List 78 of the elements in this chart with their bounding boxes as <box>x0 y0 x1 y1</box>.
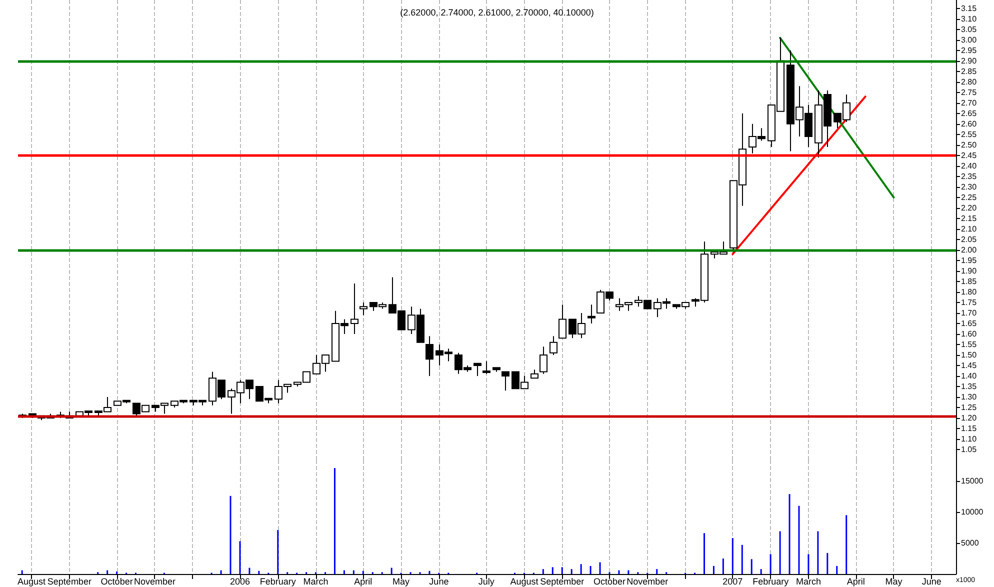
y-tick-label: 2.70 <box>961 98 978 108</box>
y-tick-label: 1.20 <box>961 413 978 422</box>
candlestick <box>588 304 596 324</box>
candlestick <box>426 336 434 376</box>
y-tick-label: 2.85 <box>961 66 978 76</box>
y-tick-label: 1.15 <box>961 424 978 433</box>
y-tick-label: 5000 <box>961 538 980 548</box>
candlestick <box>558 304 566 339</box>
candlestick <box>482 360 490 374</box>
x-tick-label: July <box>478 576 495 586</box>
y-tick-label: 1.45 <box>961 360 978 370</box>
y-tick-label: 1.70 <box>961 308 978 318</box>
y-tick-label: 1.85 <box>961 276 978 286</box>
candlestick <box>540 346 548 374</box>
text: (2.62000, 2.74000, 2.61000, 2.70000, 40.10000) <box>400 8 594 18</box>
y-tick-label: 1.75 <box>961 298 978 307</box>
x-tick-label: September <box>540 576 584 586</box>
y-tick-label: 1.30 <box>961 392 978 402</box>
y-tick-label: 2.15 <box>961 214 978 223</box>
y-tick-label: 1.25 <box>961 402 978 412</box>
candlestick <box>360 302 368 316</box>
y-tick-label: 2.20 <box>961 203 978 212</box>
y-tick-label: 2.95 <box>961 46 978 55</box>
y-tick-label: 1.35 <box>961 382 978 391</box>
y-tick-label: 1.50 <box>961 350 978 360</box>
y-tick-label: 2.25 <box>961 192 978 202</box>
y-tick-label: 2.45 <box>961 150 978 160</box>
y-tick-label: 1.80 <box>961 287 978 296</box>
x-tick-label: October <box>593 576 626 586</box>
y-tick-label: 2.80 <box>961 77 978 86</box>
y-tick-label: 2.35 <box>961 172 978 181</box>
candlestick <box>550 336 558 356</box>
x-tick-label: March <box>796 576 821 586</box>
x-tick-label: June <box>429 576 449 586</box>
y-tick-label: 2.05 <box>961 234 978 244</box>
x-tick-label: September <box>47 576 92 586</box>
y-tick-label: 1.95 <box>961 256 978 265</box>
y-tick-label: 2.30 <box>961 182 978 192</box>
y-tick-label: 1.05 <box>961 445 978 454</box>
y-tick-label: 1.10 <box>961 434 978 444</box>
x-tick-label: November <box>134 576 176 586</box>
x-tick-label: May <box>392 576 410 586</box>
y-tick-label: 3.10 <box>961 14 978 24</box>
y-tick-label: 2.65 <box>961 108 978 118</box>
x-tick-label: April <box>354 576 372 586</box>
y-tick-label: 1.55 <box>961 340 978 349</box>
y-tick-label: 10000 <box>961 508 984 517</box>
y-tick-label: 1.65 <box>961 318 978 328</box>
y-tick-label: 15000 <box>961 476 984 486</box>
y-tick-label: 2.90 <box>961 56 978 66</box>
y-tick-label: 2.75 <box>961 88 978 97</box>
x-tick-label: February <box>752 576 790 586</box>
x-tick-label: May <box>885 576 903 586</box>
x-tick-label: 2006 <box>230 576 250 586</box>
y-tick-label: 2.60 <box>961 119 978 128</box>
y-tick-label: 2.55 <box>961 130 978 139</box>
y-tick-label: 3.05 <box>961 24 978 34</box>
y-tick-label: 1.40 <box>961 371 978 380</box>
candlestick <box>502 371 510 392</box>
y-tick-label: 3.00 <box>961 35 978 44</box>
x-tick-label: April <box>846 576 865 586</box>
y-tick-label: 2.00 <box>961 245 978 254</box>
y-tick-label: 1.90 <box>961 266 978 276</box>
x-tick-label: November <box>626 576 668 586</box>
x-tick-label: 2007 <box>722 576 743 586</box>
x-tick-label: June <box>922 576 942 586</box>
candlestick <box>350 283 358 334</box>
x-tick-label: March <box>303 576 328 586</box>
y-tick-label: 2.40 <box>961 161 978 170</box>
x-tick-label: February <box>260 576 296 586</box>
candlestick <box>474 362 482 376</box>
y-tick-label: 2.50 <box>961 140 978 150</box>
x-tick-label: August <box>18 576 46 586</box>
x-tick-label: August <box>510 576 539 586</box>
y-tick-label: 2.10 <box>961 224 978 234</box>
x-tick-label: October <box>100 576 133 586</box>
y-tick-label: 1.60 <box>961 329 978 338</box>
y-tick-label: 3.15 <box>961 4 978 13</box>
